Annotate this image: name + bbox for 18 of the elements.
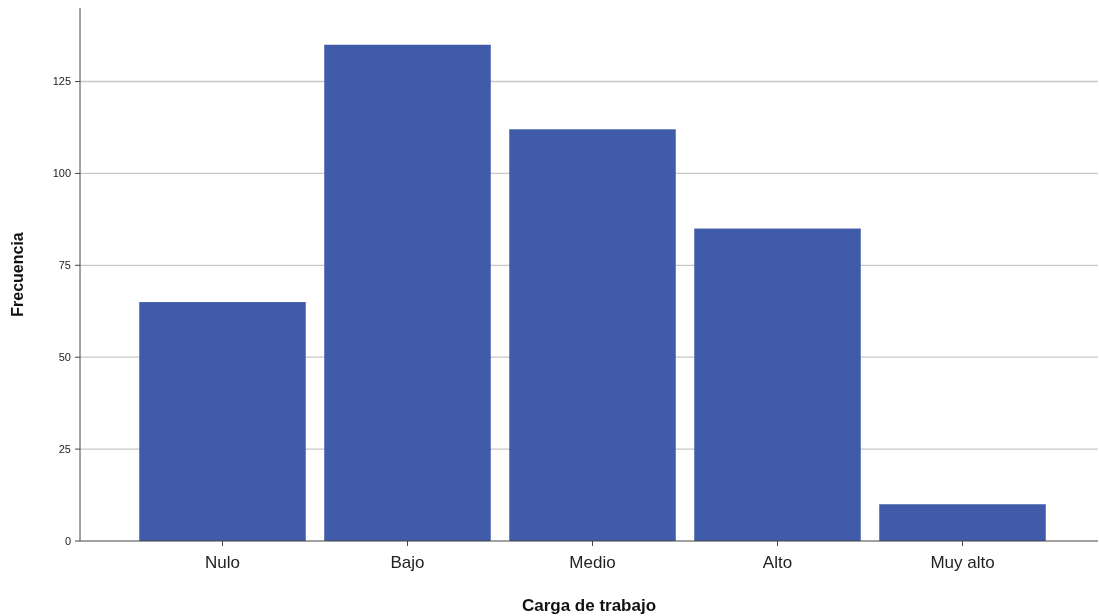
y-axis-title: Frecuencia bbox=[9, 232, 26, 317]
x-tick-label: Alto bbox=[762, 553, 793, 572]
y-tick-label: 100 bbox=[52, 167, 71, 180]
y-tick-label: 125 bbox=[52, 75, 71, 88]
y-tick-label: 50 bbox=[58, 351, 71, 364]
bar bbox=[139, 302, 306, 541]
x-axis-title: Carga de trabajo bbox=[521, 596, 657, 615]
y-tick-label: 75 bbox=[58, 259, 71, 272]
x-tick-label: Medio bbox=[569, 553, 616, 572]
x-tick-label: Bajo bbox=[390, 553, 425, 572]
x-tick-label: Nulo bbox=[205, 553, 240, 572]
y-tick-label: 0 bbox=[64, 534, 71, 547]
bar bbox=[324, 44, 491, 541]
bar bbox=[879, 504, 1046, 541]
bar bbox=[694, 228, 861, 541]
y-tick-label: 25 bbox=[58, 442, 71, 455]
x-tick-label: Muy alto bbox=[930, 553, 995, 572]
bar bbox=[509, 129, 676, 541]
